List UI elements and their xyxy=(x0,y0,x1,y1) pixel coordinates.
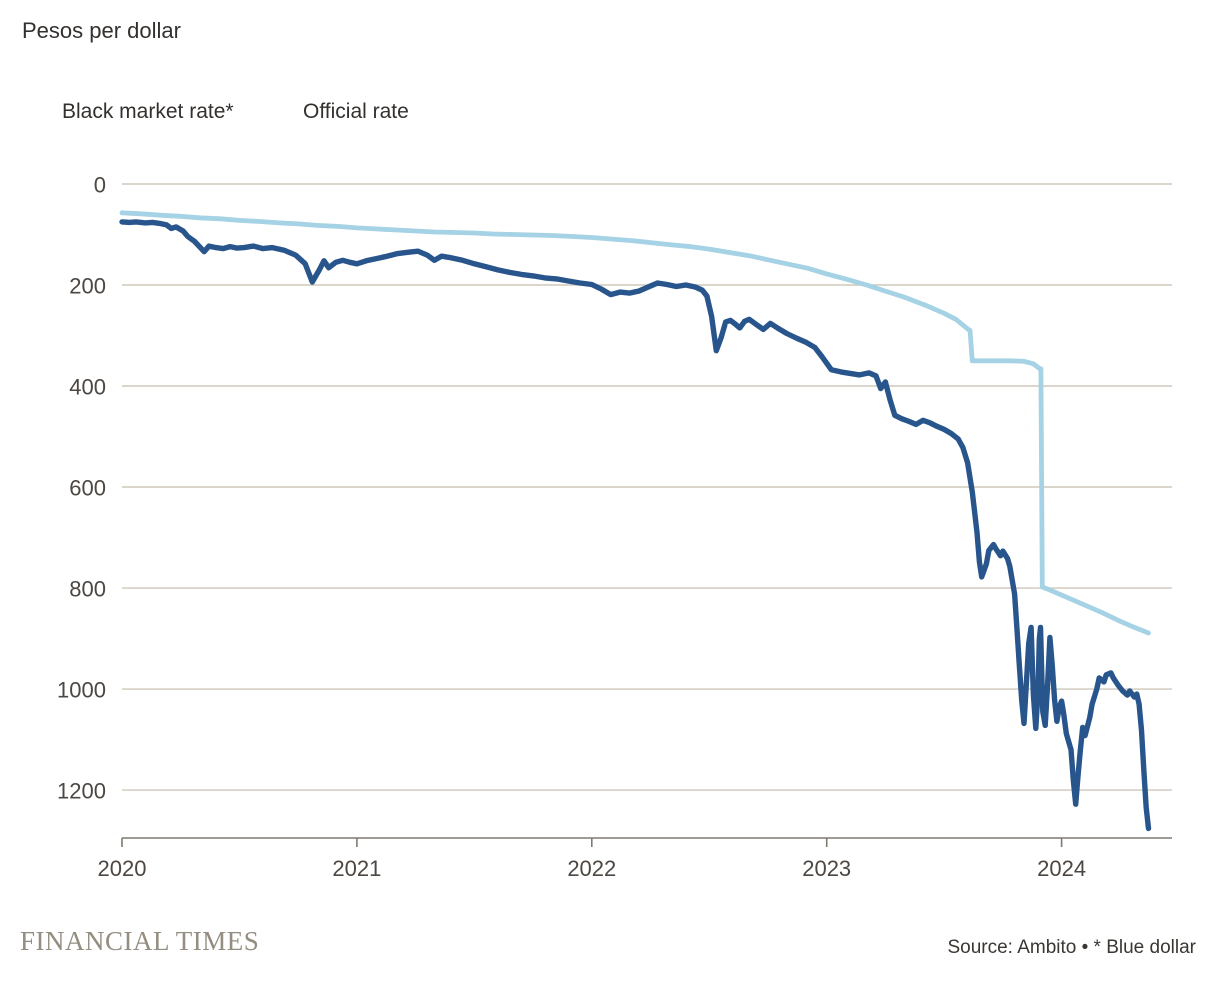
x-axis-label: 2020 xyxy=(98,856,147,881)
legend-item-black-market-rate: Black market rate* xyxy=(62,100,234,123)
y-axis-label: 1200 xyxy=(57,779,106,804)
legend-item-official-rate: Official rate xyxy=(303,100,409,123)
source-note: Source: Ambito • * Blue dollar xyxy=(947,937,1196,958)
x-axis-label: 2022 xyxy=(567,856,616,881)
y-axis-label: 1000 xyxy=(57,678,106,703)
official-rate-line xyxy=(119,210,1151,636)
y-axis-label: 800 xyxy=(69,577,106,602)
line-chart: 0 200 400 600 800 1000 1200 2020 2021 2022 2023 202… xyxy=(57,173,1172,881)
ft-logo: FINANCIAL TIMES xyxy=(20,926,260,956)
x-axis-label: 2024 xyxy=(1037,856,1086,881)
black-market-rate-line xyxy=(119,219,1152,832)
x-axis-label: 2023 xyxy=(802,856,851,881)
y-axis-label: 0 xyxy=(94,173,106,198)
y-axis-label: 200 xyxy=(69,274,106,299)
y-axis-label: 600 xyxy=(69,476,106,501)
chart-title: Pesos per dollar xyxy=(22,18,181,43)
x-axis-label: 2021 xyxy=(332,856,381,881)
y-axis-label: 400 xyxy=(69,375,106,400)
legend: Black market rate* Official rate xyxy=(0,100,1216,126)
